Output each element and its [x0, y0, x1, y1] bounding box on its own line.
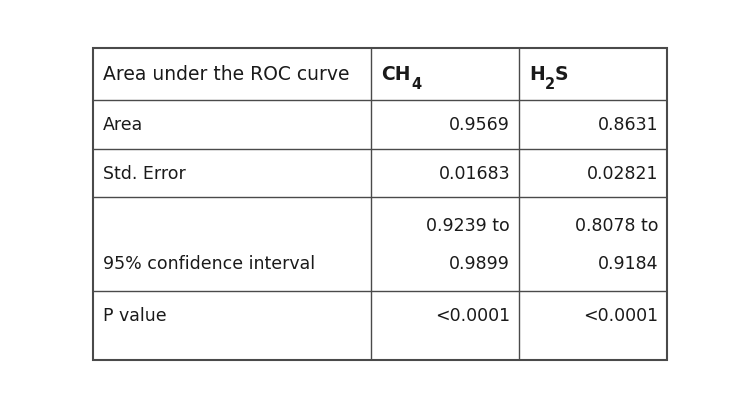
Text: 0.9569: 0.9569: [449, 116, 510, 134]
Text: 4: 4: [411, 77, 421, 92]
Text: S: S: [555, 65, 568, 84]
Text: 0.9239 to: 0.9239 to: [426, 217, 510, 235]
Text: 0.9184: 0.9184: [598, 254, 658, 272]
Text: 0.9899: 0.9899: [449, 254, 510, 272]
Text: Area: Area: [103, 116, 143, 134]
Text: 0.01683: 0.01683: [439, 164, 510, 183]
Text: 0.8078 to: 0.8078 to: [575, 217, 658, 235]
Text: 95% confidence interval: 95% confidence interval: [103, 254, 315, 272]
Text: <0.0001: <0.0001: [583, 307, 658, 324]
Text: Std. Error: Std. Error: [103, 164, 186, 183]
Text: H: H: [529, 65, 545, 84]
Text: Area under the ROC curve: Area under the ROC curve: [103, 65, 350, 84]
Text: 0.02821: 0.02821: [587, 164, 658, 183]
Text: <0.0001: <0.0001: [435, 307, 510, 324]
Text: CH: CH: [382, 65, 411, 84]
Text: 2: 2: [545, 77, 555, 92]
Text: 0.8631: 0.8631: [598, 116, 658, 134]
Text: P value: P value: [103, 307, 167, 324]
